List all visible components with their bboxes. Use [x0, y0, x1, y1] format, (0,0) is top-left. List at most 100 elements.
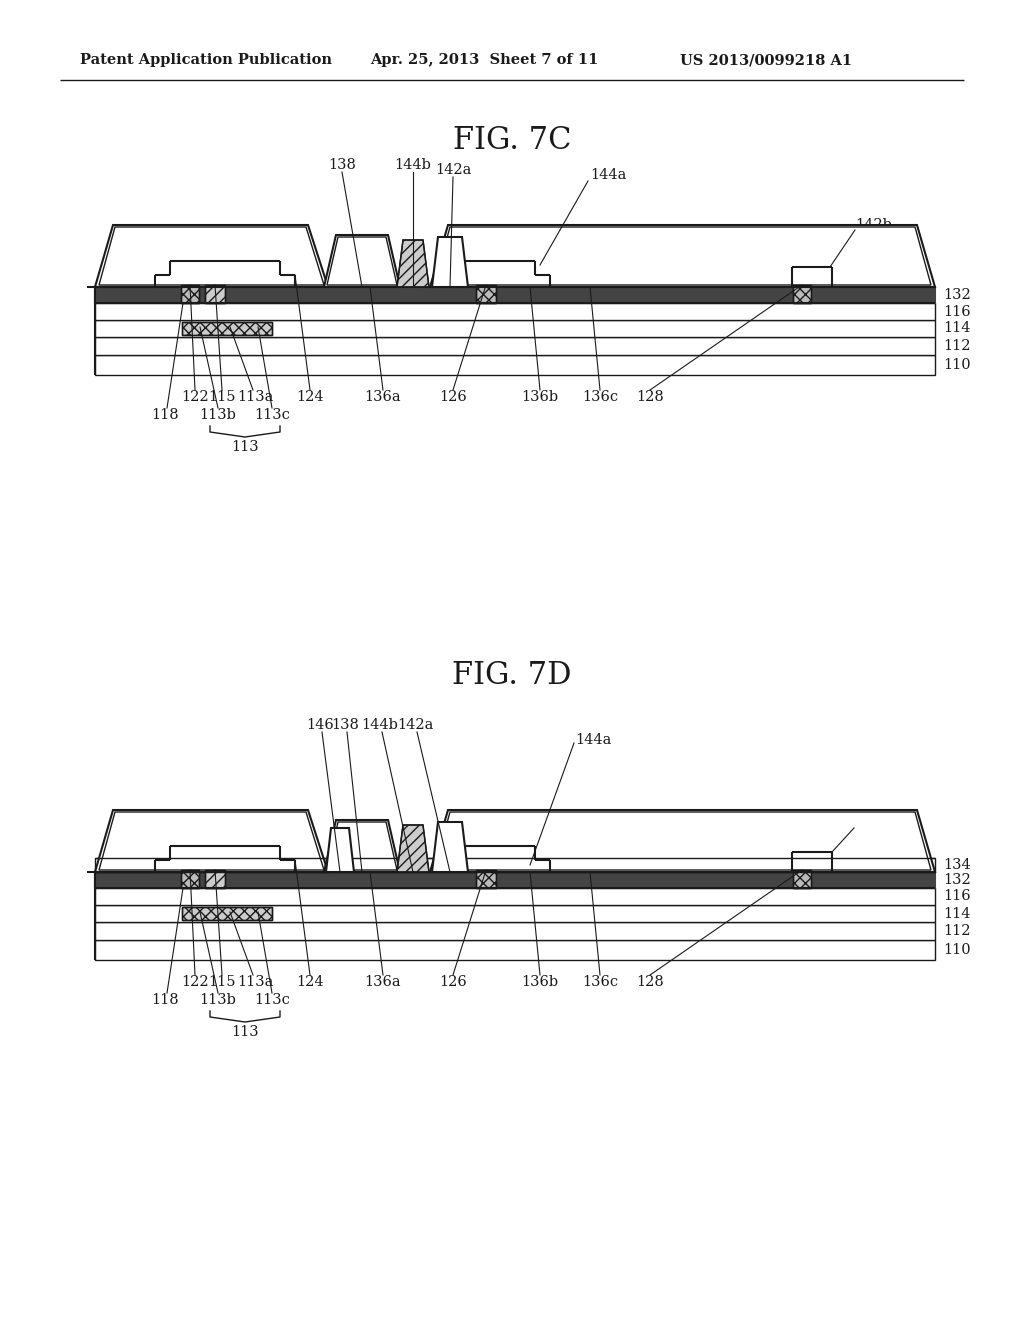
Text: 114: 114	[943, 907, 971, 920]
Text: 113a: 113a	[237, 975, 273, 989]
Bar	[476, 870, 496, 888]
Bar	[182, 322, 272, 335]
Polygon shape	[432, 238, 468, 286]
Text: 126: 126	[439, 975, 467, 989]
Polygon shape	[430, 224, 935, 286]
Polygon shape	[324, 235, 400, 286]
Text: 110: 110	[943, 942, 971, 957]
Bar	[182, 322, 272, 335]
Text: 110: 110	[943, 358, 971, 372]
Text: 122: 122	[181, 975, 209, 989]
Text: 142a: 142a	[397, 718, 433, 733]
Text: 136c: 136c	[582, 389, 618, 404]
Text: 113b: 113b	[200, 993, 237, 1007]
Polygon shape	[430, 810, 935, 873]
Bar	[793, 285, 811, 304]
Text: 136c: 136c	[582, 975, 618, 989]
Text: 142a: 142a	[435, 162, 471, 177]
Bar	[95, 355, 935, 375]
Bar	[181, 870, 199, 888]
Text: 124: 124	[296, 389, 324, 404]
Text: 134: 134	[943, 858, 971, 873]
Bar	[476, 285, 496, 304]
Bar	[95, 940, 935, 960]
Text: 138: 138	[328, 158, 356, 172]
Polygon shape	[324, 820, 400, 873]
Text: 116: 116	[943, 305, 971, 318]
Bar	[793, 285, 811, 304]
Bar	[476, 285, 496, 304]
Polygon shape	[434, 227, 931, 285]
Text: 142b: 142b	[855, 818, 892, 832]
Polygon shape	[432, 822, 468, 873]
Text: 115: 115	[208, 975, 236, 989]
Bar	[205, 870, 225, 888]
Text: 126: 126	[439, 389, 467, 404]
Text: 115: 115	[208, 389, 236, 404]
Bar	[205, 285, 225, 304]
Text: 124: 124	[296, 975, 324, 989]
Text: FIG. 7C: FIG. 7C	[453, 125, 571, 156]
Bar	[95, 319, 935, 337]
Bar	[182, 907, 272, 920]
Polygon shape	[397, 825, 429, 873]
Text: 113a: 113a	[237, 389, 273, 404]
Bar	[95, 337, 935, 355]
Text: US 2013/0099218 A1: US 2013/0099218 A1	[680, 53, 852, 67]
Bar	[95, 304, 935, 319]
Text: 136a: 136a	[365, 975, 401, 989]
Text: 144a: 144a	[575, 733, 611, 747]
Text: 122: 122	[181, 389, 209, 404]
Text: 144b: 144b	[361, 718, 398, 733]
Bar	[182, 862, 198, 870]
Text: FIG. 7D: FIG. 7D	[453, 660, 571, 690]
Text: 112: 112	[943, 924, 971, 939]
Polygon shape	[95, 224, 328, 286]
Text: Apr. 25, 2013  Sheet 7 of 11: Apr. 25, 2013 Sheet 7 of 11	[370, 53, 598, 67]
Polygon shape	[95, 810, 328, 873]
Text: 142b: 142b	[855, 218, 892, 232]
Polygon shape	[99, 227, 324, 285]
Bar	[476, 870, 496, 888]
Bar	[793, 870, 811, 888]
Text: 144a: 144a	[590, 168, 627, 182]
Text: 144b: 144b	[394, 158, 431, 172]
Text: 113c: 113c	[254, 993, 290, 1007]
Text: Patent Application Publication: Patent Application Publication	[80, 53, 332, 67]
Bar	[181, 285, 199, 304]
Polygon shape	[327, 238, 397, 285]
Text: 132: 132	[943, 288, 971, 302]
Text: 128: 128	[636, 975, 664, 989]
Polygon shape	[326, 828, 354, 873]
Bar	[95, 873, 935, 888]
Text: 114: 114	[943, 322, 971, 335]
Bar	[95, 286, 935, 304]
Bar	[182, 277, 198, 285]
Polygon shape	[397, 240, 429, 286]
Text: 116: 116	[943, 890, 971, 903]
Bar	[95, 858, 935, 873]
Polygon shape	[99, 812, 324, 870]
Text: 118: 118	[152, 993, 179, 1007]
Text: 128: 128	[636, 389, 664, 404]
Bar	[181, 870, 199, 888]
Bar	[182, 907, 272, 920]
Text: 113: 113	[231, 1026, 259, 1039]
Text: 138: 138	[331, 718, 359, 733]
Bar	[793, 870, 811, 888]
Text: 146: 146	[306, 718, 334, 733]
Text: 113c: 113c	[254, 408, 290, 422]
Text: 113b: 113b	[200, 408, 237, 422]
Polygon shape	[434, 812, 931, 870]
Bar	[205, 870, 225, 888]
Bar	[95, 906, 935, 921]
Text: 132: 132	[943, 873, 971, 887]
Bar	[181, 285, 199, 304]
Bar	[205, 285, 225, 304]
Text: 136b: 136b	[521, 389, 558, 404]
Text: 136a: 136a	[365, 389, 401, 404]
Text: 136b: 136b	[521, 975, 558, 989]
Polygon shape	[327, 822, 397, 870]
Bar	[95, 921, 935, 940]
Text: 112: 112	[943, 339, 971, 352]
